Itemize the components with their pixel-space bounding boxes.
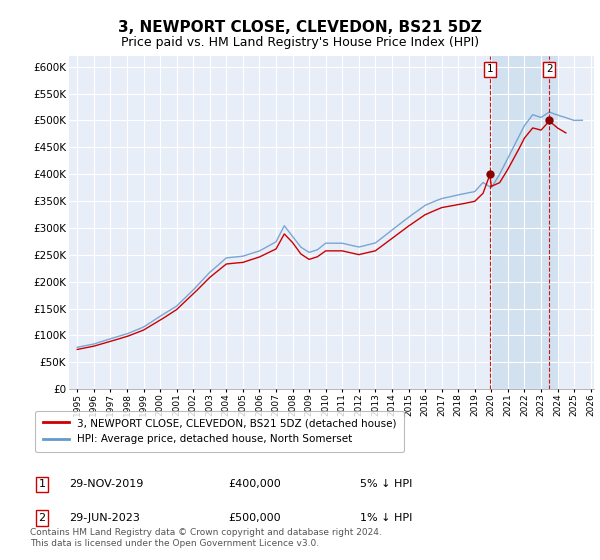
Text: £500,000: £500,000 xyxy=(228,513,281,523)
Text: 2: 2 xyxy=(546,64,553,74)
Text: 2: 2 xyxy=(38,513,46,523)
Text: 3, NEWPORT CLOSE, CLEVEDON, BS21 5DZ: 3, NEWPORT CLOSE, CLEVEDON, BS21 5DZ xyxy=(118,20,482,35)
Text: Price paid vs. HM Land Registry's House Price Index (HPI): Price paid vs. HM Land Registry's House … xyxy=(121,36,479,49)
Text: Contains HM Land Registry data © Crown copyright and database right 2024.
This d: Contains HM Land Registry data © Crown c… xyxy=(30,528,382,548)
Text: 1: 1 xyxy=(487,64,493,74)
Text: 1% ↓ HPI: 1% ↓ HPI xyxy=(360,513,412,523)
Text: 1: 1 xyxy=(38,479,46,489)
Text: 29-NOV-2019: 29-NOV-2019 xyxy=(69,479,143,489)
Legend: 3, NEWPORT CLOSE, CLEVEDON, BS21 5DZ (detached house), HPI: Average price, detac: 3, NEWPORT CLOSE, CLEVEDON, BS21 5DZ (de… xyxy=(35,411,404,451)
Text: 5% ↓ HPI: 5% ↓ HPI xyxy=(360,479,412,489)
Bar xyxy=(490,56,557,389)
Text: £400,000: £400,000 xyxy=(228,479,281,489)
Text: 29-JUN-2023: 29-JUN-2023 xyxy=(69,513,140,523)
